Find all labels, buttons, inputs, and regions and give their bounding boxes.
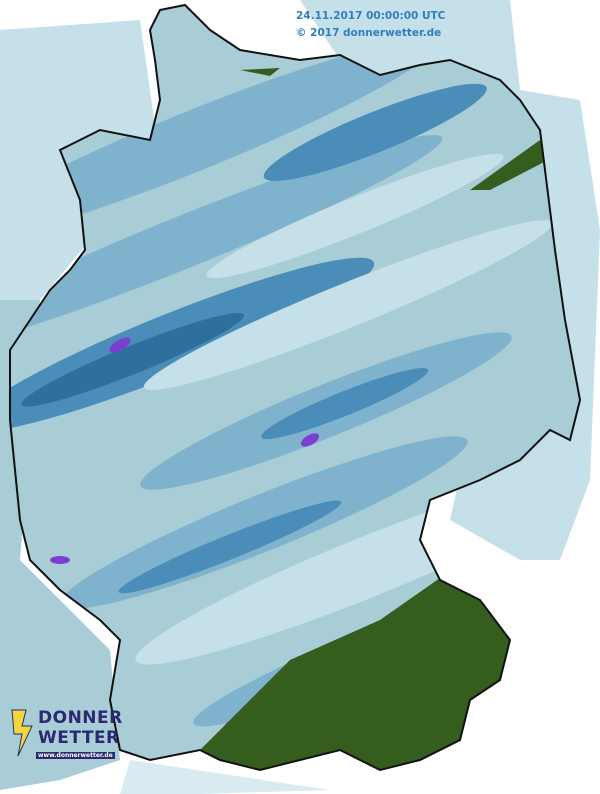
alps-snow-area [200,578,510,770]
copyright: © 2017 donnerwetter.de [296,27,442,39]
logo-url: www.donnerwetter.de [36,752,115,759]
logo-line2: WETTER [38,728,120,748]
timestamp: 24.11.2017 00:00:00 UTC [296,10,446,22]
donnerwetter-logo[interactable]: DONNER WETTER www.donnerwetter.de [8,708,122,764]
germany-border [9,3,582,772]
lightning-bolt-icon [11,709,33,757]
logo-line1: DONNER [38,708,123,728]
